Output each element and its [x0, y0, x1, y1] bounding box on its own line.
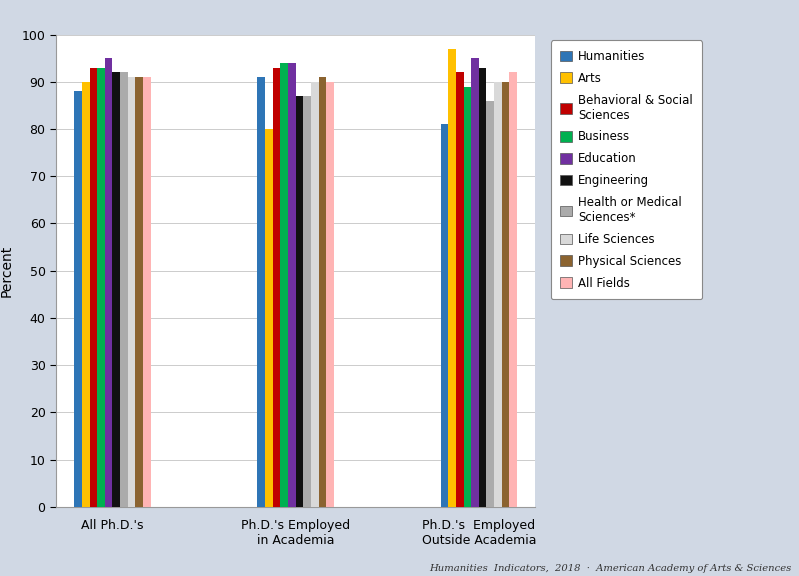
Bar: [319, 77, 326, 507]
Bar: [135, 77, 143, 507]
Bar: [510, 73, 517, 507]
Bar: [326, 82, 334, 507]
Bar: [113, 73, 120, 507]
Y-axis label: Percent: Percent: [0, 245, 14, 297]
Bar: [296, 96, 304, 507]
Bar: [265, 129, 272, 507]
Bar: [494, 82, 502, 507]
Bar: [74, 91, 81, 507]
Bar: [311, 82, 319, 507]
Bar: [81, 82, 89, 507]
Bar: [471, 58, 479, 507]
Bar: [280, 63, 288, 507]
Bar: [143, 77, 150, 507]
Bar: [448, 49, 456, 507]
Bar: [97, 67, 105, 507]
Bar: [463, 86, 471, 507]
Bar: [479, 67, 487, 507]
Bar: [120, 73, 128, 507]
Bar: [441, 124, 448, 507]
Bar: [288, 63, 296, 507]
Legend: Humanities, Arts, Behavioral & Social
Sciences, Business, Education, Engineering: Humanities, Arts, Behavioral & Social Sc…: [551, 40, 702, 299]
Bar: [502, 82, 510, 507]
Bar: [128, 77, 135, 507]
Bar: [456, 73, 463, 507]
Bar: [304, 96, 311, 507]
Bar: [487, 101, 494, 507]
Bar: [272, 67, 280, 507]
Bar: [257, 77, 265, 507]
Bar: [105, 58, 113, 507]
Bar: [89, 67, 97, 507]
Text: Humanities  Indicators,  2018  ·  American Academy of Arts & Sciences: Humanities Indicators, 2018 · American A…: [429, 564, 791, 573]
